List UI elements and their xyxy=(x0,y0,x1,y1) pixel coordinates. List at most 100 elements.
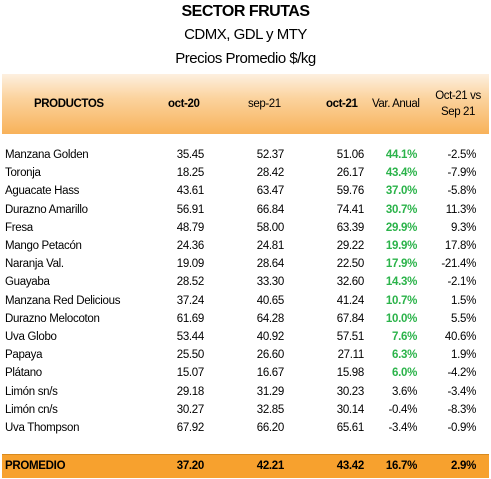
cell-producto: Manzana Red Delicious xyxy=(5,294,121,307)
table-row: Durazno Amarillo 56.91 66.84 74.41 30.7% 11.3… xyxy=(0,201,491,219)
cell-oct20: 37.24 xyxy=(176,294,205,307)
header-sep21: sep-21 xyxy=(248,98,281,110)
cell-var-mensual: -2.5% xyxy=(447,149,476,161)
cell-var-mensual: 5.5% xyxy=(450,312,476,325)
table-row: Limón cn/s 30.27 32.85 30.14 -0.4% -8.3% xyxy=(0,401,491,419)
cell-var-anual: 30.7% xyxy=(385,203,417,216)
cell-oct21: 26.17 xyxy=(336,167,365,180)
cell-var-mensual: -0.9% xyxy=(447,422,476,434)
cell-var-anual: 6.0% xyxy=(391,367,417,380)
cell-oct20: 29.18 xyxy=(176,385,205,398)
cell-oct21: 30.23 xyxy=(336,385,365,398)
cell-oct20: 30.27 xyxy=(176,403,205,416)
cell-producto: Aguacate Hass xyxy=(5,185,80,198)
cell-producto: Toronja xyxy=(5,167,41,180)
cell-producto: Guayaba xyxy=(5,276,50,289)
header-var-mensual: Oct-21 vs Sep 21 xyxy=(434,88,482,120)
cell-sep21: 28.42 xyxy=(256,167,285,180)
table-row: Plátano 15.07 16.67 15.98 6.0% -4.2% xyxy=(0,364,491,382)
cell-oct20: 48.79 xyxy=(176,221,205,234)
cell-sep21: 64.28 xyxy=(256,312,285,325)
cell-oct21: 29.22 xyxy=(336,240,365,252)
cell-var-anual: -3.4% xyxy=(388,422,417,434)
cell-oct21: 32.60 xyxy=(336,276,365,289)
cell-sep21: 40.65 xyxy=(256,294,285,307)
cell-oct21: 27.11 xyxy=(337,349,365,362)
table-row: Aguacate Hass 43.61 63.47 59.76 37.0% -5.8% xyxy=(0,182,491,200)
cell-producto: Uva Thompson xyxy=(5,422,80,434)
cell-oct20: 53.44 xyxy=(176,331,205,343)
cell-var-anual: 7.6% xyxy=(391,331,417,343)
cell-producto: Papaya xyxy=(5,349,43,362)
cell-oct20: 43.61 xyxy=(176,185,205,198)
footer-var-mensual: 2.9% xyxy=(450,460,476,472)
cell-sep21: 33.30 xyxy=(256,276,285,289)
cell-sep21: 40.92 xyxy=(256,331,285,343)
cell-oct20: 56.91 xyxy=(176,203,205,216)
table-row: Manzana Golden 35.45 52.37 51.06 44.1% -2.5% xyxy=(0,146,491,164)
table-row: Manzana Red Delicious 37.24 40.65 41.24 10.7… xyxy=(0,292,491,310)
cell-var-anual: 14.3% xyxy=(385,276,417,289)
cell-producto: Plátano xyxy=(5,367,42,380)
cell-oct20: 28.52 xyxy=(176,276,205,289)
cell-oct20: 19.09 xyxy=(176,258,205,271)
cell-var-anual: 6.3% xyxy=(391,349,417,362)
cell-var-mensual: 9.3% xyxy=(450,221,476,234)
cell-var-anual: 29.9% xyxy=(385,221,417,234)
cell-oct21: 63.39 xyxy=(336,221,365,234)
cell-oct20: 24.36 xyxy=(176,240,205,252)
cell-var-mensual: -7.9% xyxy=(447,167,476,180)
cell-producto: Durazno Amarillo xyxy=(5,203,88,216)
cell-oct20: 25.50 xyxy=(176,349,205,362)
cell-var-mensual: -4.2% xyxy=(447,367,476,380)
table-footer-row: PROMEDIO 37.20 42.21 43.42 16.7% 2.9% xyxy=(2,454,489,478)
table-row: Toronja 18.25 28.42 26.17 43.4% -7.9% xyxy=(0,164,491,182)
cell-var-anual: 10.7% xyxy=(385,294,417,307)
cell-var-anual: 37.0% xyxy=(385,185,417,198)
table-row: Durazno Melocoton 61.69 64.28 67.84 10.0% 5.5… xyxy=(0,310,491,328)
cell-var-anual: 43.4% xyxy=(385,167,417,180)
cell-oct21: 59.76 xyxy=(336,185,365,198)
cell-producto: Durazno Melocoton xyxy=(5,312,100,325)
cell-sep21: 31.29 xyxy=(256,385,285,398)
cell-oct20: 67.92 xyxy=(176,422,205,434)
cell-oct21: 74.41 xyxy=(336,203,365,216)
cell-sep21: 26.60 xyxy=(256,349,285,362)
cell-oct21: 30.14 xyxy=(336,403,365,416)
cell-sep21: 58.00 xyxy=(256,221,285,234)
footer-label: PROMEDIO xyxy=(5,460,66,472)
table-row: Uva Globo 53.44 40.92 57.51 7.6% 40.6% xyxy=(0,328,491,346)
header-var-mensual-line2: Sep 21 xyxy=(440,106,476,118)
cell-var-mensual: -2.1% xyxy=(447,276,476,289)
table-row: Guayaba 28.52 33.30 32.60 14.3% -2.1% xyxy=(0,273,491,291)
table-row: Fresa 48.79 58.00 63.39 29.9% 9.3% xyxy=(0,219,491,237)
footer-oct21: 43.42 xyxy=(336,460,365,472)
table-row: Limón sn/s 29.18 31.29 30.23 3.6% -3.4% xyxy=(0,383,491,401)
cell-var-anual: 3.6% xyxy=(391,385,417,398)
table-row: Uva Thompson 67.92 66.20 65.61 -3.4% -0.9% xyxy=(0,419,491,437)
cell-oct21: 22.50 xyxy=(336,258,365,271)
cell-var-mensual: -3.4% xyxy=(447,385,476,398)
cell-var-anual: 19.9% xyxy=(385,240,417,252)
cell-oct20: 61.69 xyxy=(176,312,205,325)
cell-producto: Limón sn/s xyxy=(5,385,58,398)
footer-sep21: 42.21 xyxy=(256,460,285,472)
cell-sep21: 28.64 xyxy=(256,258,285,271)
cell-producto: Uva Globo xyxy=(5,331,57,343)
cell-producto: Manzana Golden xyxy=(5,149,89,161)
cell-oct21: 67.84 xyxy=(336,312,365,325)
cell-var-mensual: 11.3% xyxy=(445,203,477,216)
header-productos: PRODUCTOS xyxy=(34,98,104,110)
footer-oct20: 37.20 xyxy=(176,460,205,472)
cell-var-mensual: -8.3% xyxy=(447,403,476,416)
cell-var-anual: 10.0% xyxy=(385,312,417,325)
cell-var-mensual: 1.5% xyxy=(450,294,476,307)
cell-sep21: 24.81 xyxy=(256,240,285,252)
cell-producto: Fresa xyxy=(5,221,33,234)
cell-oct21: 15.98 xyxy=(336,367,365,380)
cell-var-anual: 17.9% xyxy=(385,258,417,271)
table-row: Mango Petacón 24.36 24.81 29.22 19.9% 17.8% xyxy=(0,237,491,255)
cell-sep21: 16.67 xyxy=(256,367,285,380)
cell-oct21: 51.06 xyxy=(336,149,365,161)
cell-sep21: 66.20 xyxy=(256,422,285,434)
